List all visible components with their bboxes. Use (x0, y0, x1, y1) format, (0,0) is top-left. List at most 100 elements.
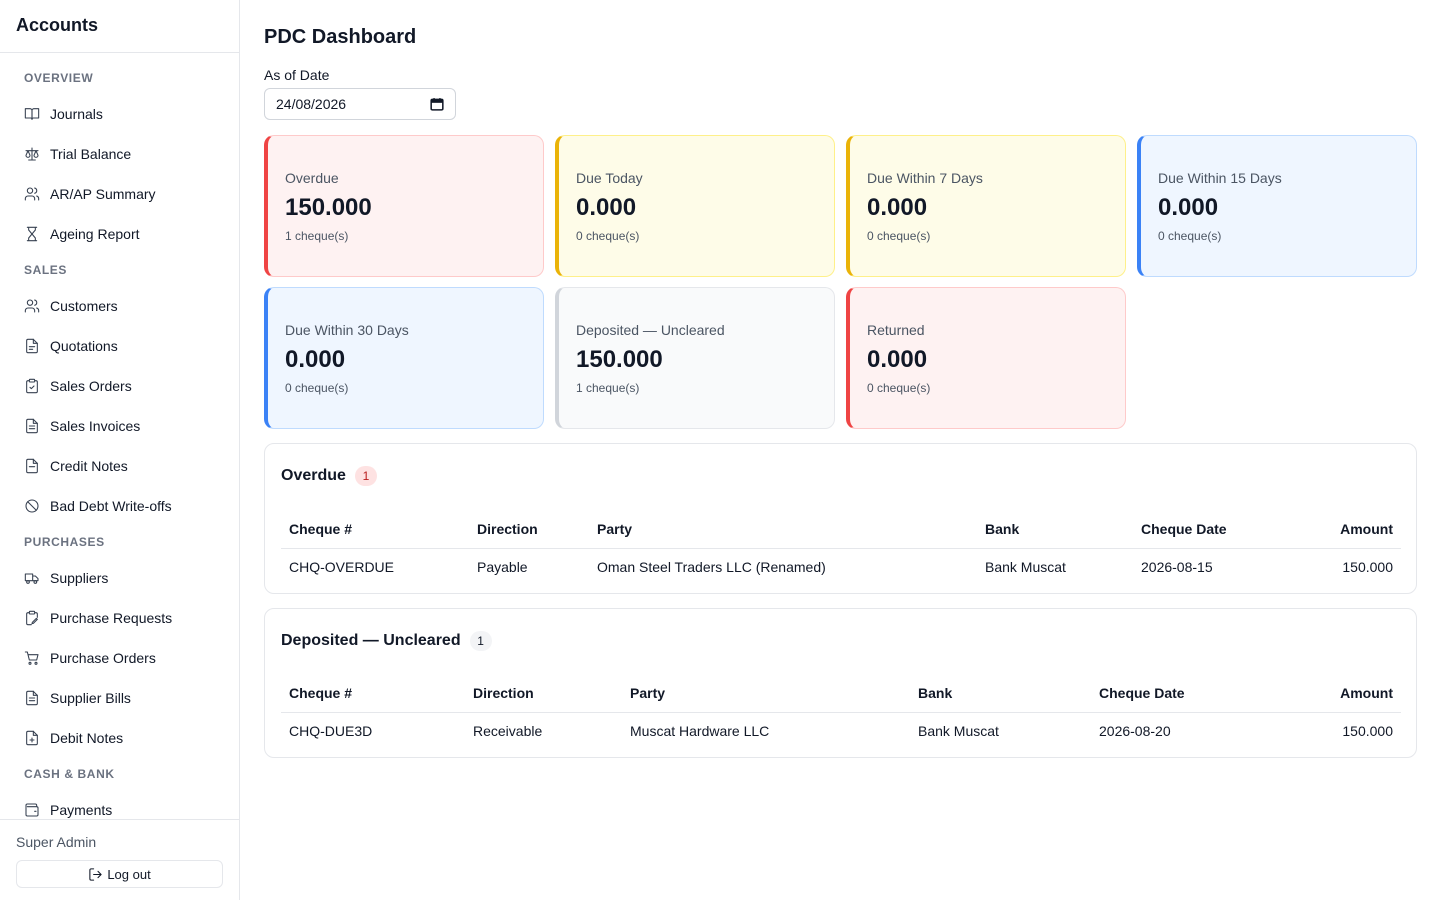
overdue-table: Cheque # Direction Party Bank Cheque Dat… (281, 510, 1401, 586)
sidebar-item-supplier-bills[interactable]: Supplier Bills (0, 678, 239, 718)
card-count: 0 cheque(s) (1158, 229, 1222, 243)
sidebar-item-label: Customers (50, 298, 118, 314)
file-text-icon (24, 458, 40, 474)
sidebar-item-payments[interactable]: Payments (0, 790, 239, 819)
panel-title: Deposited — Uncleared (281, 632, 461, 649)
card-count: 1 cheque(s) (285, 229, 349, 243)
scale-icon (24, 146, 40, 162)
sidebar-item-customers[interactable]: Customers (0, 286, 239, 326)
sidebar-item-label: Credit Notes (50, 458, 128, 474)
column-header[interactable]: Cheque # (281, 674, 465, 713)
party: Muscat Hardware LLC (630, 723, 770, 740)
nav-section-purchases: PURCHASES (24, 535, 105, 549)
card-value: 0.000 (867, 194, 928, 221)
card-label: Due Within 7 Days (867, 170, 983, 186)
card-due-today[interactable]: Due Today 0.000 0 cheque(s) (555, 135, 835, 277)
clipboard-check-icon (24, 378, 40, 394)
card-due-7-days[interactable]: Due Within 7 Days 0.000 0 cheque(s) (846, 135, 1126, 277)
nav-section-overview: OVERVIEW (24, 71, 94, 85)
column-header[interactable]: Cheque Date (1091, 674, 1241, 713)
sidebar-item-purchase-requests[interactable]: Purchase Requests (0, 598, 239, 638)
user-name: Super Admin (16, 834, 97, 850)
sidebar-item-bad-debt-write-offs[interactable]: Bad Debt Write-offs (0, 486, 239, 526)
sidebar-item-debit-notes[interactable]: Debit Notes (0, 718, 239, 758)
card-count: 1 cheque(s) (576, 381, 640, 395)
sidebar-item-label: Purchase Orders (50, 650, 156, 666)
column-header[interactable]: Amount (1283, 510, 1401, 549)
card-overdue[interactable]: Overdue 150.000 1 cheque(s) (264, 135, 544, 277)
table-row[interactable]: CHQ-OVERDUE Payable Oman Steel Traders L… (281, 548, 1401, 586)
sidebar-footer: Super Admin Log out (0, 819, 239, 900)
table-row[interactable]: CHQ-DUE3D Receivable Muscat Hardware LLC… (281, 712, 1401, 750)
column-header[interactable]: Bank (977, 510, 1133, 549)
sidebar-item-sales-orders[interactable]: Sales Orders (0, 366, 239, 406)
sidebar-item-suppliers[interactable]: Suppliers (0, 558, 239, 598)
file-text-icon (24, 418, 40, 434)
sidebar-item-label: AR/AP Summary (50, 186, 156, 202)
card-value: 0.000 (285, 346, 346, 373)
card-due-30-days[interactable]: Due Within 30 Days 0.000 0 cheque(s) (264, 287, 544, 429)
card-due-15-days[interactable]: Due Within 15 Days 0.000 0 cheque(s) (1137, 135, 1417, 277)
bank: Bank Muscat (985, 559, 1066, 576)
card-label: Deposited — Uncleared (576, 322, 725, 338)
deposited-uncleared-table: Cheque # Direction Party Bank Cheque Dat… (281, 674, 1401, 750)
sidebar-item-sales-invoices[interactable]: Sales Invoices (0, 406, 239, 446)
cheque-date: 2026-08-15 (1141, 559, 1213, 576)
hourglass-icon (24, 226, 40, 242)
nav-section-sales: SALES (24, 263, 68, 277)
sidebar-nav: OVERVIEW Journals Trial Balance AR/AP Su… (0, 53, 239, 819)
calendar-icon[interactable] (430, 97, 444, 111)
clipboard-pen-icon (24, 610, 40, 626)
party: Oman Steel Traders LLC (Renamed) (597, 559, 826, 576)
panel-title: Overdue (281, 467, 346, 484)
count-badge: 1 (469, 631, 492, 651)
sidebar-item-arap-summary[interactable]: AR/AP Summary (0, 174, 239, 214)
sidebar-item-purchase-orders[interactable]: Purchase Orders (0, 638, 239, 678)
cart-icon (24, 650, 40, 666)
as-of-date-input[interactable]: 24/08/2026 (264, 88, 456, 120)
sidebar-item-label: Journals (50, 106, 103, 122)
card-value: 0.000 (1158, 194, 1219, 221)
count-badge: 1 (354, 466, 377, 486)
card-label: Overdue (285, 170, 339, 186)
sidebar-item-label: Ageing Report (50, 226, 140, 242)
sidebar-item-label: Trial Balance (50, 146, 132, 162)
cheque-number: CHQ-DUE3D (289, 723, 373, 740)
book-icon (24, 106, 40, 122)
card-value: 150.000 (285, 194, 372, 221)
cheque-date: 2026-08-20 (1099, 723, 1171, 740)
column-header[interactable]: Amount (1241, 674, 1401, 713)
sidebar-item-ageing-report[interactable]: Ageing Report (0, 214, 239, 254)
card-label: Due Today (576, 170, 643, 186)
overdue-panel: Overdue 1 Cheque # Direction Party Bank … (264, 443, 1417, 594)
column-header[interactable]: Cheque Date (1133, 510, 1283, 549)
card-label: Due Within 15 Days (1158, 170, 1282, 186)
sidebar-item-label: Quotations (50, 338, 118, 354)
column-header[interactable]: Cheque # (281, 510, 469, 549)
column-header[interactable]: Direction (469, 510, 589, 549)
column-header[interactable]: Bank (910, 674, 1091, 713)
card-count: 0 cheque(s) (576, 229, 640, 243)
amount: 150.000 (1342, 723, 1393, 740)
sidebar: Accounts OVERVIEW Journals Trial Balance… (0, 0, 240, 900)
as-of-date-label: As of Date (264, 67, 330, 83)
card-value: 0.000 (576, 194, 637, 221)
column-header[interactable]: Party (589, 510, 977, 549)
sidebar-item-trial-balance[interactable]: Trial Balance (0, 134, 239, 174)
sidebar-item-credit-notes[interactable]: Credit Notes (0, 446, 239, 486)
card-value: 150.000 (576, 346, 663, 373)
users-icon (24, 298, 40, 314)
card-returned[interactable]: Returned 0.000 0 cheque(s) (846, 287, 1126, 429)
sidebar-item-label: Bad Debt Write-offs (50, 498, 172, 514)
sidebar-item-label: Sales Invoices (50, 418, 141, 434)
ban-icon (24, 498, 40, 514)
logout-button[interactable]: Log out (16, 860, 223, 888)
sidebar-item-label: Debit Notes (50, 730, 124, 746)
column-header[interactable]: Direction (465, 674, 622, 713)
sidebar-item-quotations[interactable]: Quotations (0, 326, 239, 366)
sidebar-item-journals[interactable]: Journals (0, 94, 239, 134)
amount: 150.000 (1342, 559, 1393, 576)
column-header[interactable]: Party (622, 674, 910, 713)
logout-icon (89, 867, 102, 881)
card-deposited-uncleared[interactable]: Deposited — Uncleared 150.000 1 cheque(s… (555, 287, 835, 429)
